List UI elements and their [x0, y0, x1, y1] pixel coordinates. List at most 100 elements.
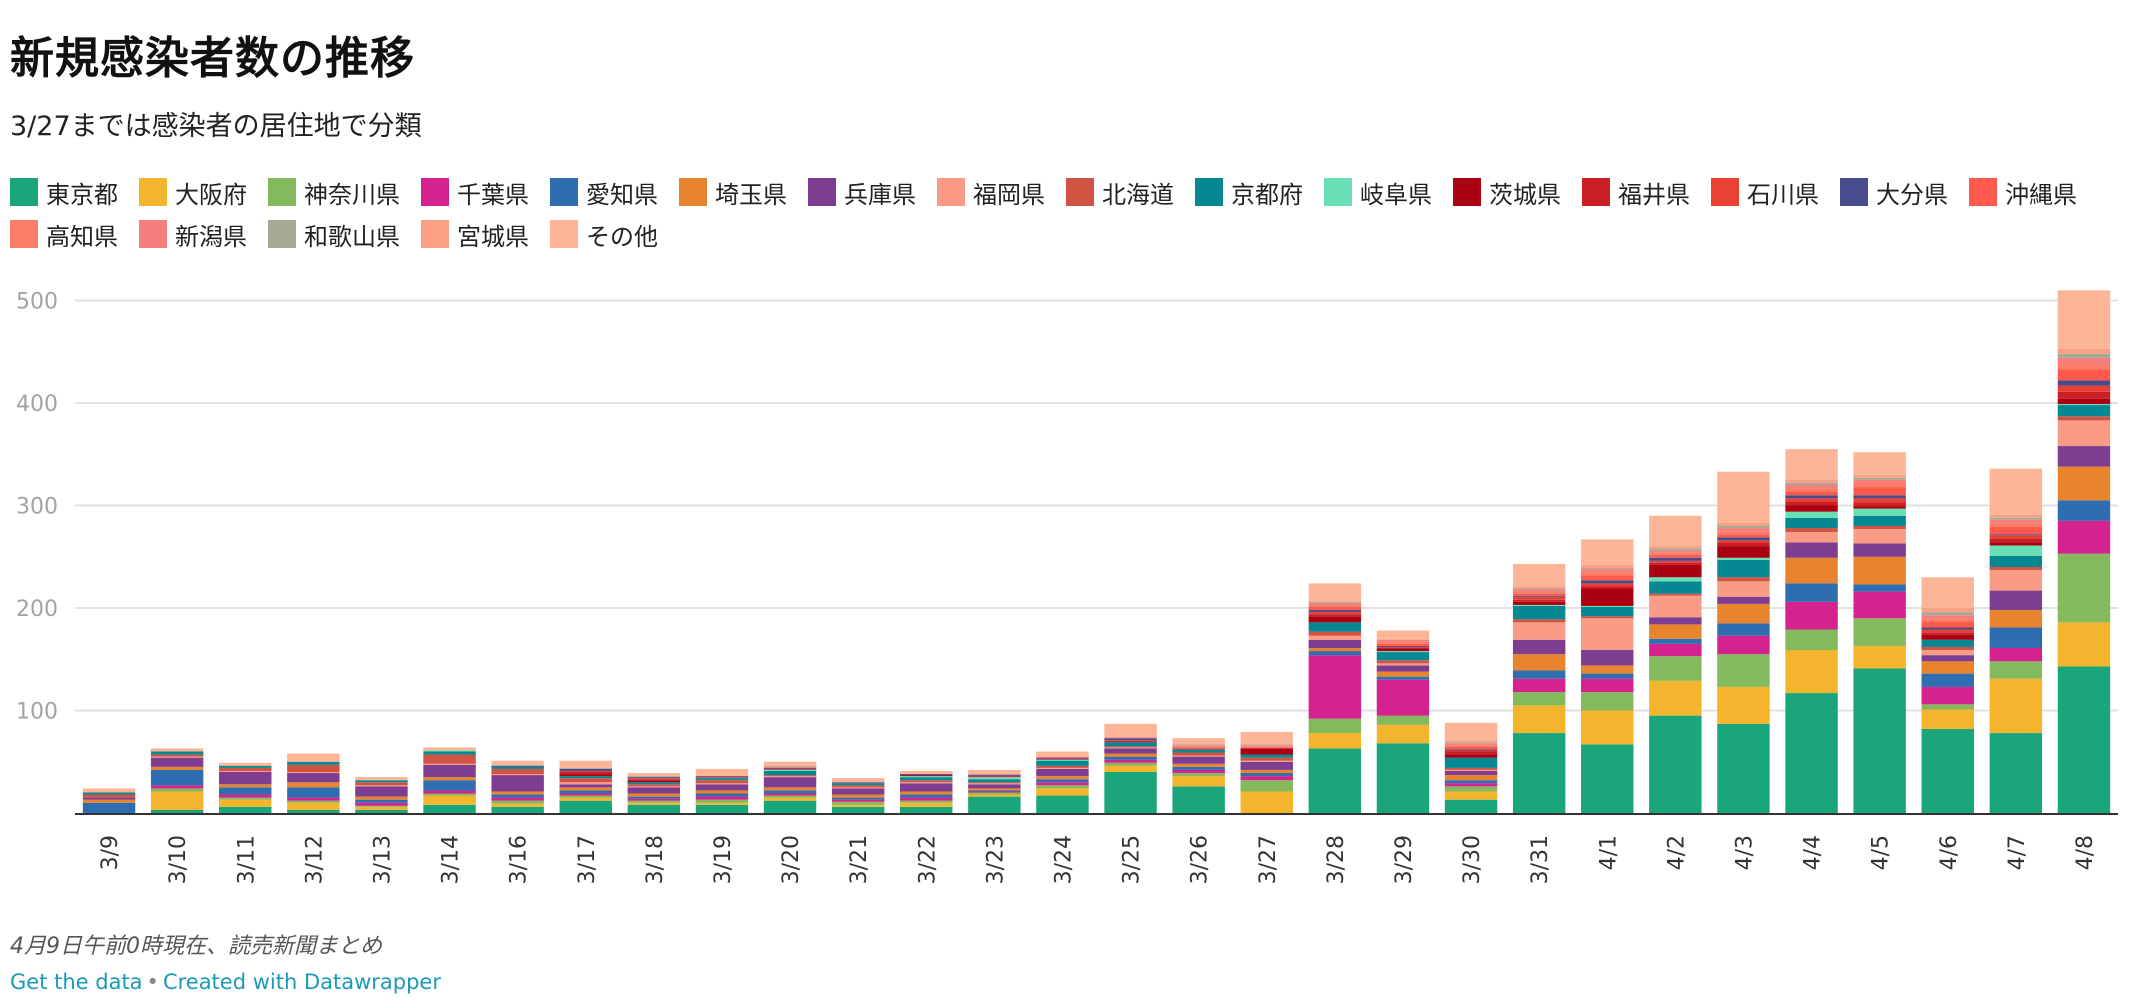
bar-segment — [1921, 709, 1974, 729]
bar-segment — [1104, 762, 1157, 766]
legend-item: 新潟県 — [139, 220, 247, 251]
bar-segment — [1512, 692, 1566, 706]
bar-segment — [1581, 678, 1634, 693]
bar-segment — [1989, 542, 2043, 546]
bar-segment — [1853, 618, 1906, 646]
bar-segment — [1512, 605, 1566, 620]
bar-segment — [1989, 522, 2043, 528]
bar-segment — [1785, 601, 1838, 630]
bar-segment — [763, 770, 817, 776]
legend-item: 千葉県 — [421, 178, 529, 209]
bar-segment — [1376, 645, 1430, 647]
legend-item: 宮城県 — [421, 220, 529, 251]
x-tick-label: 3/17 — [575, 835, 600, 884]
bar-segment — [1444, 783, 1498, 787]
bar-segment — [1308, 718, 1362, 734]
bar-segment — [1581, 744, 1634, 813]
bar-segment — [695, 776, 749, 778]
bar-segment — [1989, 555, 2043, 567]
bar-segment — [423, 804, 476, 813]
bar-segment — [1444, 751, 1498, 755]
legend-label: 東京都 — [46, 180, 118, 209]
bar-segment — [287, 809, 340, 813]
bar-segment — [2057, 553, 2111, 623]
bar-segment — [355, 777, 408, 781]
bar-segment — [627, 796, 681, 799]
bar-segment — [150, 748, 204, 752]
bar-segment — [627, 776, 681, 778]
legend-swatch — [421, 178, 449, 206]
bar-segment — [559, 770, 612, 772]
bar-segment — [1989, 678, 2043, 734]
bar-segment — [1785, 693, 1838, 813]
bar-segment — [1036, 765, 1089, 768]
bar-segment — [1649, 656, 1702, 681]
bar-segment — [1785, 583, 1838, 602]
bar-segment — [1921, 618, 1974, 622]
bar-segment — [1104, 723, 1157, 738]
bar-segment — [1308, 606, 1362, 611]
bar-segment — [627, 786, 681, 788]
bar-segment — [1512, 705, 1566, 734]
bar-segment — [1308, 733, 1362, 749]
bar-segment — [1785, 479, 1838, 483]
bar-segment — [355, 809, 408, 813]
bar-segment — [150, 756, 204, 758]
legend-item: 東京都 — [10, 178, 118, 209]
bar-segment — [1581, 650, 1634, 666]
bar-segment — [1581, 673, 1634, 679]
legend-label: 埼玉県 — [715, 180, 787, 209]
created-with-datawrapper-link[interactable]: Created with Datawrapper — [162, 970, 441, 994]
bar-segment — [1785, 542, 1838, 558]
bar-segment — [1581, 575, 1634, 581]
bar-segment — [1581, 605, 1634, 607]
bar-segment — [1649, 680, 1702, 716]
bar-segment — [1036, 795, 1089, 813]
bar-segment — [1036, 782, 1089, 786]
bar-segment — [1785, 488, 1838, 492]
get-the-data-link[interactable]: Get the data — [10, 970, 143, 994]
bar-segment — [355, 799, 408, 803]
x-tick-label: 3/10 — [166, 835, 191, 884]
bar-segment — [219, 806, 272, 813]
x-tick-label: 3/24 — [1051, 835, 1076, 884]
legend-item: 埼玉県 — [679, 178, 787, 209]
bar-segment — [1444, 767, 1498, 770]
bar-segment — [1172, 749, 1225, 753]
bar-segment — [219, 770, 272, 772]
bar-segment — [1785, 532, 1838, 543]
bar-segment — [219, 799, 272, 807]
bar-segment — [1104, 759, 1157, 763]
bar-segment — [1036, 776, 1089, 780]
x-tick-label: 3/19 — [711, 835, 736, 884]
bar-segment — [1853, 479, 1906, 483]
bar-segment — [1240, 732, 1293, 745]
bar-segment — [695, 778, 749, 781]
bar-segment — [287, 800, 340, 803]
bar-segment — [2057, 466, 2111, 501]
bar-segment — [1581, 710, 1634, 745]
x-tick-label: 3/16 — [507, 835, 532, 884]
bar-segment — [1717, 522, 1770, 526]
bar-segment — [423, 747, 476, 751]
bar-segment — [831, 785, 885, 788]
bar-segment — [1989, 538, 2043, 543]
bar-segment — [1512, 604, 1566, 606]
bar-segment — [1785, 495, 1838, 499]
bar-segment — [695, 768, 749, 777]
bar-segment — [287, 787, 340, 798]
bar-segment — [1853, 645, 1906, 669]
bar-segment — [627, 773, 681, 777]
bar-segment — [1240, 760, 1293, 762]
bar-segment — [968, 784, 1021, 789]
bar-segment — [491, 765, 544, 767]
legend-swatch — [10, 178, 38, 206]
bar-segment — [1785, 629, 1838, 651]
bar-segment — [1581, 572, 1634, 576]
bar-segment — [1172, 769, 1225, 774]
legend-swatch — [10, 220, 38, 248]
bar-segment — [1172, 756, 1225, 764]
bar-segment — [1649, 515, 1702, 547]
bar-segment — [1512, 733, 1566, 813]
bar-segment — [1104, 747, 1157, 749]
